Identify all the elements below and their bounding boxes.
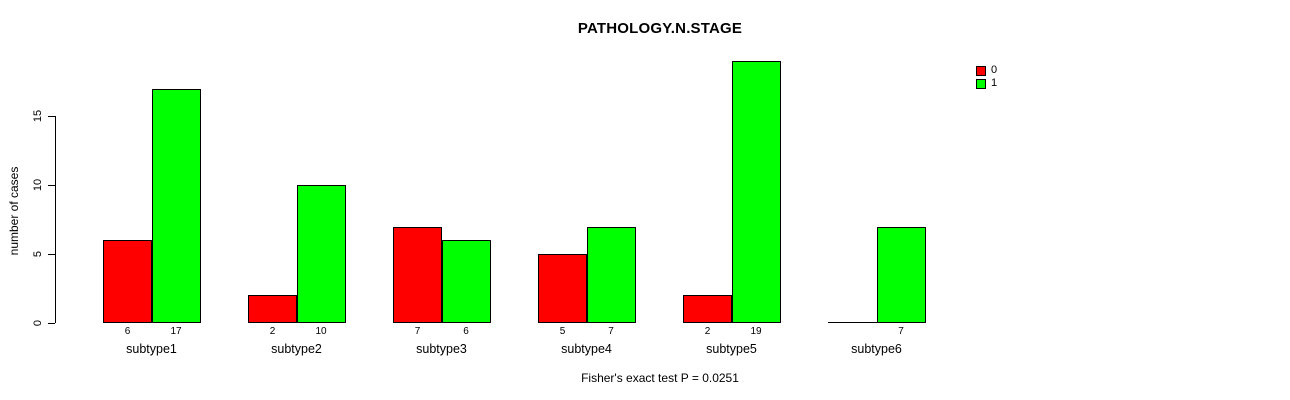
bar-count-label: 17 [170,326,182,337]
y-tick-label: 10 [32,178,44,192]
bar-count-label: 7 [898,326,904,337]
category-label-subtype6: subtype6 [851,342,902,356]
legend-swatch-1 [976,78,986,89]
bar-1-subtype4 [586,227,636,323]
bar-count-label: 19 [750,326,762,337]
category-label-subtype1: subtype1 [126,342,177,356]
bar-0-subtype2 [248,295,297,323]
bar-0-subtype6 [828,322,877,323]
bar-1-subtype2 [296,185,346,323]
y-tick-mark [48,185,55,186]
y-tick-label: 15 [32,109,44,123]
bar-count-label: 2 [704,326,711,337]
legend-item-0: 0 [976,64,997,77]
chart-title: PATHOLOGY.N.STAGE [577,20,743,37]
bar-count-label: 7 [414,326,421,337]
category-label-subtype4: subtype4 [561,342,612,356]
legend-item-1: 1 [976,77,997,90]
bar-0-subtype1 [103,240,152,323]
category-label-subtype2: subtype2 [271,342,322,356]
x-axis-footer-label: Fisher's exact test P = 0.0251 [581,371,739,385]
y-tick-label: 5 [32,250,44,258]
bar-1-subtype5 [731,61,781,323]
y-tick-mark [48,254,55,255]
bar-count-label: 2 [269,326,276,337]
bar-count-label: 5 [559,326,566,337]
y-tick-label: 0 [32,319,44,327]
bar-count-label: 6 [124,326,131,337]
bar-1-subtype3 [441,240,491,323]
bar-0-subtype3 [393,227,442,323]
legend-label-0: 0 [991,64,998,76]
legend-swatch-0 [976,65,986,76]
bar-count-label: 7 [608,326,614,337]
category-label-subtype5: subtype5 [706,342,757,356]
y-tick-mark [48,323,55,324]
legend-label-1: 1 [991,77,998,89]
category-label-subtype3: subtype3 [416,342,467,356]
bar-0-subtype4 [538,254,587,323]
bar-count-label: 10 [315,326,327,337]
y-tick-mark [48,116,55,117]
y-axis-line [55,116,56,323]
bar-1-subtype6 [876,227,926,323]
bar-count-label: 6 [463,326,469,337]
bar-1-subtype1 [151,89,201,323]
bar-0-subtype5 [683,295,732,323]
